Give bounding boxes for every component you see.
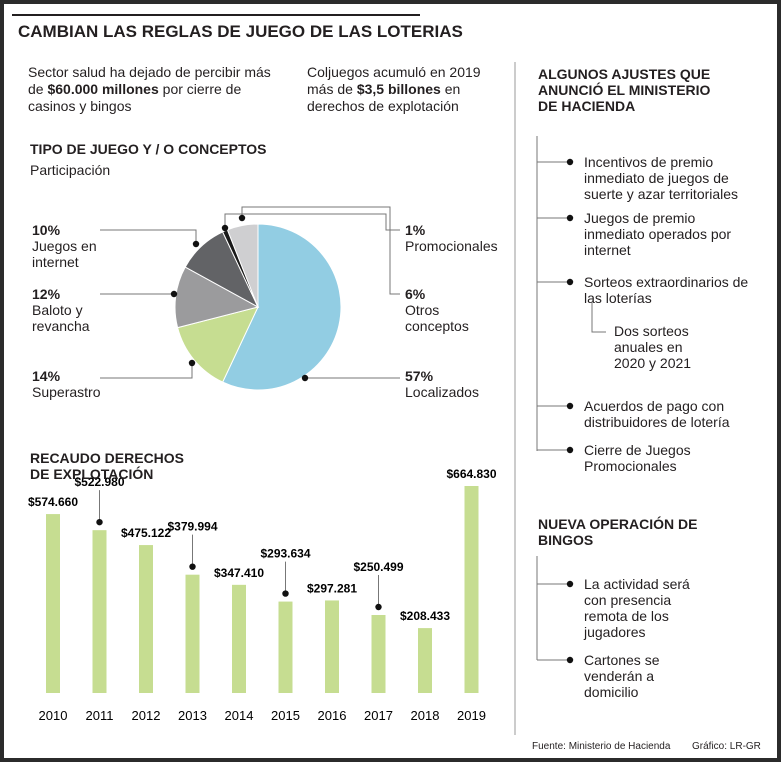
intro-part: en derechos de explotación bbox=[307, 81, 461, 114]
x-tick-label: 2018 bbox=[411, 708, 440, 723]
leader-dot bbox=[566, 158, 574, 166]
pie-value-label: 6% bbox=[405, 286, 426, 302]
pie-label: 6% Otros conceptos bbox=[405, 286, 487, 334]
intro-bold: $3,5 billones bbox=[356, 81, 441, 97]
sidebar-subitem: Dos sorteos anuales en 2020 y 2021 bbox=[614, 323, 692, 371]
leader-dot bbox=[566, 580, 574, 588]
sidebar-item: Sorteos extraordinarios de las loterías bbox=[584, 274, 749, 306]
bar bbox=[278, 601, 293, 693]
pie-value-label: 10% bbox=[32, 222, 61, 238]
pie-category: Promocionales bbox=[405, 238, 498, 254]
sidebar-item: Cierre de Juegos Promocionales bbox=[584, 442, 691, 474]
pie-value-label: 1% bbox=[405, 222, 426, 238]
pie-category: Localizados bbox=[405, 384, 479, 400]
bar-title: RECAUDO DERECHOS DE EXPLOTACIÓN bbox=[30, 450, 185, 482]
leader-line bbox=[100, 363, 193, 379]
leader-dot bbox=[282, 590, 289, 597]
pie-label: 1% Promocionales bbox=[405, 222, 515, 254]
pie-category: Baloto y revancha bbox=[32, 302, 90, 334]
sidebar-item: Juegos de premio inmediato operados por … bbox=[584, 210, 732, 258]
pie-value-label: 57% bbox=[405, 368, 434, 384]
x-tick-label: 2011 bbox=[86, 708, 114, 723]
chart-layer: 2010 $574.660 2011 $522.980 2012 $475.122 2013… bbox=[12, 14, 606, 735]
leader-dot bbox=[238, 214, 246, 222]
leader-dot bbox=[192, 240, 200, 248]
x-tick-label: 2015 bbox=[271, 708, 300, 723]
leader-dot bbox=[566, 214, 574, 222]
pie-value-label: 14% bbox=[32, 368, 61, 384]
bar-value-label: $293.634 bbox=[260, 547, 310, 561]
pie-value-label: 12% bbox=[32, 286, 61, 302]
intro-part: Sector salud ha dejado de percibir más d… bbox=[28, 64, 271, 97]
x-tick-label: 2016 bbox=[318, 708, 347, 723]
leader-line bbox=[241, 206, 400, 295]
sub-bracket bbox=[591, 302, 606, 333]
leader-dot bbox=[188, 359, 196, 367]
pie-label: 12% Baloto y revancha bbox=[32, 286, 114, 334]
pie-label: 57% Localizados bbox=[405, 368, 487, 400]
intro-text: Sector salud ha dejado de percibir más d… bbox=[28, 64, 276, 115]
pie-slice bbox=[176, 306, 259, 383]
bar bbox=[92, 530, 107, 693]
intro-text: Coljuegos acumuló en 2019 más de $3,5 bi… bbox=[307, 64, 507, 115]
bar-value-label: $475.122 bbox=[121, 526, 171, 540]
pie-category: Juegos en internet bbox=[32, 238, 97, 270]
bar-value-label: $250.499 bbox=[353, 560, 403, 574]
x-tick-label: 2013 bbox=[178, 708, 207, 723]
bar-value-label: $347.410 bbox=[214, 566, 264, 580]
x-tick-label: 2017 bbox=[364, 708, 393, 723]
pie-slice bbox=[221, 223, 342, 391]
x-tick-label: 2012 bbox=[132, 708, 161, 723]
leader-line bbox=[100, 229, 197, 244]
pie-category: Otros conceptos bbox=[405, 302, 469, 334]
leader-dot bbox=[170, 290, 178, 298]
sidebar-item: Cartones se venderán a domicilio bbox=[584, 652, 660, 700]
intro-part: Coljuegos acumuló en 2019 más de bbox=[307, 64, 481, 97]
bar bbox=[418, 628, 432, 693]
bar-value-label: $522.980 bbox=[74, 475, 124, 489]
title: CAMBIAN LAS REGLAS DE JUEGO DE LAS LOTER… bbox=[18, 22, 463, 41]
bar bbox=[139, 545, 153, 693]
bar-value-label: $208.433 bbox=[400, 609, 450, 623]
source: Fuente: Ministerio de Hacienda bbox=[532, 741, 671, 752]
leader-line bbox=[224, 213, 400, 231]
leader-dot bbox=[566, 278, 574, 286]
leader-dot bbox=[375, 603, 382, 611]
sidebar-heading: ALGUNOS AJUSTES QUE ANUNCIÓ EL MINISTERI… bbox=[538, 66, 711, 114]
sidebar-item: Incentivos de premio inmediato de juegos… bbox=[584, 154, 739, 202]
x-tick-label: 2010 bbox=[39, 708, 68, 723]
x-tick-label: 2014 bbox=[225, 708, 254, 723]
leader-dot bbox=[566, 446, 574, 454]
leader-dot bbox=[221, 224, 229, 232]
bar bbox=[325, 600, 339, 693]
pie-subtitle: Participación bbox=[30, 162, 111, 178]
bar bbox=[464, 486, 479, 693]
leader-dot bbox=[96, 518, 103, 526]
bar bbox=[185, 574, 200, 693]
sidebar-heading: NUEVA OPERACIÓN DE BINGOS bbox=[538, 516, 698, 548]
bar-value-label: $379.994 bbox=[167, 520, 217, 534]
sidebar-item: La actividad será con presencia remota d… bbox=[584, 576, 690, 640]
intro-part: por cierre de casinos y bingos bbox=[28, 81, 242, 114]
bar bbox=[232, 584, 246, 693]
sidebar-item: Acuerdos de pago con distribuidores de l… bbox=[584, 398, 730, 430]
bar-value-label: $574.660 bbox=[28, 495, 78, 509]
leader-dot bbox=[189, 563, 196, 570]
pie-title: TIPO DE JUEGO Y / O CONCEPTOS bbox=[30, 141, 267, 157]
leader-dot bbox=[301, 374, 309, 382]
credit: Gráfico: LR-GR bbox=[692, 741, 761, 752]
bar bbox=[46, 514, 60, 693]
bar-value-label: $664.830 bbox=[446, 467, 496, 481]
x-tick-label: 2019 bbox=[457, 708, 486, 723]
leader-dot bbox=[566, 656, 574, 664]
bar bbox=[371, 615, 386, 693]
pie-label: 10% Juegos en internet bbox=[32, 222, 114, 270]
pie-category: Superastro bbox=[32, 384, 101, 400]
intro-bold: $60.000 millones bbox=[47, 81, 159, 97]
pie-label: 14% Superastro bbox=[32, 368, 114, 400]
bar-value-label: $297.281 bbox=[307, 581, 357, 595]
leader-dot bbox=[566, 402, 574, 410]
